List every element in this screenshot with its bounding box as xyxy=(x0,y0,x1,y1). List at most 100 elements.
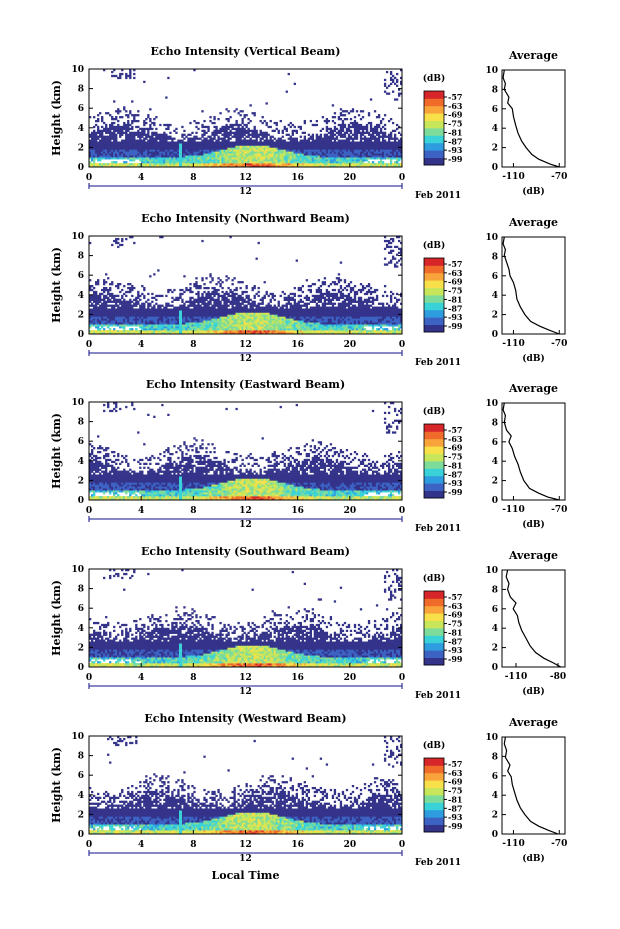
x-tick-label: 0 xyxy=(86,506,92,516)
colorbar-tick-label: -99 xyxy=(448,487,463,497)
colorbar-tick-label: -93 xyxy=(448,478,463,488)
y-axis-label: Height (km) xyxy=(50,413,63,489)
y-tick-label: 8 xyxy=(78,752,84,762)
average-profile-line xyxy=(503,736,559,835)
y-tick-label: 4 xyxy=(78,624,84,634)
average-y-tick-label: 2 xyxy=(492,144,498,154)
average-y-tick-label: 2 xyxy=(492,311,498,321)
average-profile-line xyxy=(502,236,560,335)
colorbar-tick-label: -63 xyxy=(448,268,463,278)
average-x-label: (dB) xyxy=(522,186,544,197)
average-x-tick-label: -110 xyxy=(502,839,525,849)
average-y-tick-label: 6 xyxy=(492,438,498,448)
x-tick-label: 0 xyxy=(86,840,92,850)
colorbar-swatch xyxy=(424,309,444,318)
colorbar-tick-label: -99 xyxy=(448,154,463,164)
y-tick-label: 0 xyxy=(78,830,84,840)
average-y-tick-label: 2 xyxy=(492,477,498,487)
y-tick-label: 6 xyxy=(78,771,84,781)
y-axis-label: Height (km) xyxy=(50,80,63,156)
colorbar-tick-label: -87 xyxy=(448,136,462,146)
colorbar-swatch xyxy=(424,758,444,766)
colorbar-swatch xyxy=(424,802,444,811)
colorbar-swatch xyxy=(424,628,444,636)
x-tick-label: 0 xyxy=(399,673,405,683)
colorbar-tick-label: -93 xyxy=(448,645,463,655)
y-tick-label: 4 xyxy=(78,124,84,134)
x-tick-label: 16 xyxy=(291,840,304,850)
average-frame xyxy=(501,236,566,335)
average-y-tick-label: 6 xyxy=(492,105,498,115)
average-x-tick-label: -110 xyxy=(505,672,528,682)
panel-title: Echo Intensity (Southward Beam) xyxy=(141,545,350,558)
colorbar-tick-label: -87 xyxy=(448,636,462,646)
colorbar-swatch xyxy=(424,490,444,499)
colorbar-frame xyxy=(423,257,445,333)
x-tick-label: 12 xyxy=(239,840,252,850)
colorbar-frame xyxy=(423,590,445,666)
y-axis-label: Height (km) xyxy=(50,580,63,656)
date-label: Feb 2011 xyxy=(415,858,461,868)
average-x-label: (dB) xyxy=(522,353,544,364)
y-tick-label: 0 xyxy=(78,496,84,506)
average-y-tick-label: 4 xyxy=(492,624,498,634)
average-y-tick-label: 10 xyxy=(485,233,498,243)
average-x-tick-label: -70 xyxy=(551,839,567,849)
colorbar-swatch xyxy=(424,642,444,651)
y-tick-label: 6 xyxy=(78,604,84,614)
y-tick-label: 6 xyxy=(78,437,84,447)
x-tick-label: 8 xyxy=(190,173,196,183)
colorbar-swatch xyxy=(424,324,444,333)
colorbar-tick-label: -69 xyxy=(448,610,463,620)
x-tick-label: 4 xyxy=(138,173,144,183)
y-tick-label: 10 xyxy=(71,565,84,575)
colorbar-swatch xyxy=(424,468,444,477)
chart-panel-5: Echo Intensity (Westward Beam) 0 2 4 6 8 10 Hei… xyxy=(50,712,567,868)
x-tick-label: 0 xyxy=(86,173,92,183)
x-tick-label: 12 xyxy=(239,506,252,516)
plume-mark xyxy=(179,476,182,500)
colorbar-swatch xyxy=(424,772,444,781)
day-label: 12 xyxy=(239,187,252,197)
average-y-tick-label: 8 xyxy=(492,85,498,95)
colorbar-swatch xyxy=(424,438,444,447)
x-tick-label: 20 xyxy=(344,173,357,183)
average-y-tick-label: 4 xyxy=(492,791,498,801)
average-x-tick-label: -70 xyxy=(551,172,567,182)
plume-mark xyxy=(179,643,182,667)
colorbar: -57-63-69-75-81-87-93-99 xyxy=(423,590,463,666)
colorbar-tick-label: -87 xyxy=(448,303,462,313)
panel-title: Echo Intensity (Eastward Beam) xyxy=(146,378,345,391)
colorbar-tick-label: -75 xyxy=(448,619,462,629)
average-y-tick-label: 8 xyxy=(492,752,498,762)
average-title: Average xyxy=(508,382,558,395)
average-x-label: (dB) xyxy=(522,686,544,697)
date-label: Feb 2011 xyxy=(415,191,461,201)
colorbar-tick-label: -75 xyxy=(448,286,462,296)
average-y-tick-label: 0 xyxy=(492,496,498,506)
y-tick-label: 6 xyxy=(78,104,84,114)
colorbar-tick-label: -87 xyxy=(448,803,462,813)
colorbar-tick-label: -75 xyxy=(448,786,462,796)
average-y-tick-label: 0 xyxy=(492,163,498,173)
colorbar-swatch xyxy=(424,128,444,136)
colorbar-tick-label: -63 xyxy=(448,101,463,111)
colorbar-tick-label: -93 xyxy=(448,312,463,322)
colorbar-unit: (dB) xyxy=(423,406,445,417)
x-tick-label: 8 xyxy=(190,340,196,350)
y-axis-label: Height (km) xyxy=(50,247,63,323)
colorbar-frame xyxy=(423,757,445,833)
colorbar-swatch xyxy=(424,317,444,325)
colorbar-tick-label: -99 xyxy=(448,321,463,331)
average-y-tick-label: 4 xyxy=(492,457,498,467)
x-tick-label: 8 xyxy=(190,506,196,516)
x-tick-label: 20 xyxy=(344,840,357,850)
average-y-tick-label: 4 xyxy=(492,291,498,301)
colorbar-swatch xyxy=(424,280,444,288)
average-title: Average xyxy=(508,216,558,229)
colorbar-swatch xyxy=(424,483,444,491)
colorbar-tick-label: -75 xyxy=(448,452,462,462)
colorbar-swatch xyxy=(424,765,444,774)
y-tick-label: 8 xyxy=(78,252,84,262)
